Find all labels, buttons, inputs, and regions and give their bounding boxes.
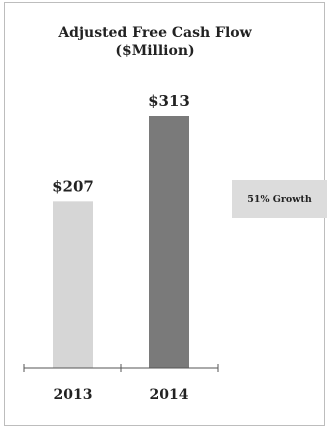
x-tick-2014: 2014: [150, 387, 189, 403]
value-label-2014: $313: [148, 92, 190, 110]
x-tick-2013: 2013: [54, 387, 93, 403]
bar-2014: [149, 116, 189, 368]
bar-2013: [53, 201, 93, 368]
chart-title: Adjusted Free Cash Flow ($Million): [58, 25, 252, 59]
growth-badge: 51% Growth: [232, 180, 327, 218]
value-label-2013: $207: [52, 177, 94, 195]
